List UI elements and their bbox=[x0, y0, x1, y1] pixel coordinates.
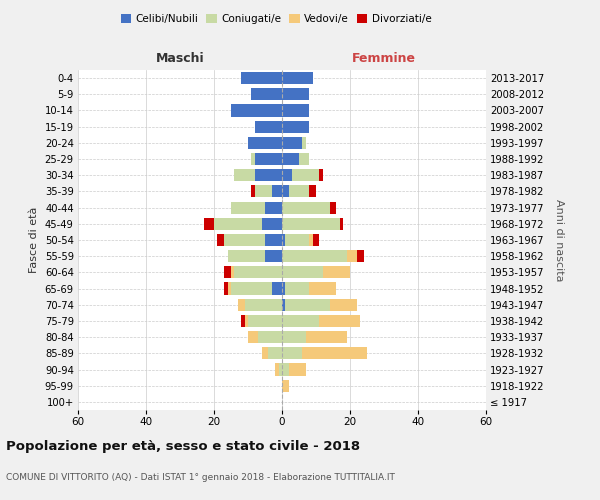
Bar bbox=[224, 266, 231, 278]
Bar bbox=[282, 250, 347, 262]
Bar bbox=[282, 202, 329, 213]
Bar bbox=[258, 331, 282, 343]
Bar bbox=[282, 88, 309, 101]
Bar bbox=[224, 282, 227, 294]
Bar bbox=[292, 169, 319, 181]
Bar bbox=[248, 315, 282, 327]
Bar bbox=[289, 186, 309, 198]
Bar bbox=[282, 348, 302, 360]
Bar bbox=[306, 331, 347, 343]
Bar bbox=[278, 364, 282, 376]
Bar bbox=[227, 250, 265, 262]
Bar bbox=[255, 120, 282, 132]
Bar bbox=[282, 72, 313, 84]
Bar bbox=[282, 186, 289, 198]
Bar bbox=[251, 88, 282, 101]
Bar bbox=[282, 104, 309, 117]
Bar bbox=[235, 169, 255, 181]
Bar bbox=[255, 186, 272, 198]
Bar bbox=[217, 234, 224, 246]
Bar bbox=[309, 186, 316, 198]
Bar bbox=[282, 169, 292, 181]
Bar bbox=[282, 298, 286, 311]
Bar bbox=[329, 298, 357, 311]
Bar bbox=[235, 266, 282, 278]
Bar bbox=[282, 137, 302, 149]
Bar bbox=[272, 186, 282, 198]
Bar bbox=[275, 364, 278, 376]
Bar bbox=[286, 282, 309, 294]
Bar bbox=[262, 218, 282, 230]
Bar bbox=[231, 266, 235, 278]
Bar bbox=[265, 234, 282, 246]
Bar bbox=[272, 282, 282, 294]
Bar bbox=[340, 218, 343, 230]
Bar bbox=[347, 250, 357, 262]
Bar bbox=[309, 282, 337, 294]
Bar bbox=[357, 250, 364, 262]
Bar bbox=[214, 218, 262, 230]
Bar bbox=[282, 120, 309, 132]
Bar bbox=[255, 169, 282, 181]
Text: Maschi: Maschi bbox=[155, 52, 205, 65]
Bar bbox=[238, 298, 245, 311]
Bar bbox=[313, 234, 319, 246]
Bar bbox=[282, 153, 299, 165]
Text: Femmine: Femmine bbox=[352, 52, 416, 65]
Bar bbox=[251, 186, 255, 198]
Bar bbox=[289, 364, 306, 376]
Bar bbox=[231, 282, 272, 294]
Bar bbox=[282, 218, 340, 230]
Bar bbox=[282, 364, 289, 376]
Bar bbox=[231, 202, 265, 213]
Legend: Celibi/Nubili, Coniugati/e, Vedovi/e, Divorziati/e: Celibi/Nubili, Coniugati/e, Vedovi/e, Di… bbox=[116, 10, 436, 29]
Bar bbox=[245, 298, 282, 311]
Bar bbox=[227, 282, 231, 294]
Bar bbox=[251, 153, 255, 165]
Bar bbox=[319, 169, 323, 181]
Y-axis label: Fasce di età: Fasce di età bbox=[29, 207, 39, 273]
Bar bbox=[282, 331, 306, 343]
Bar bbox=[282, 266, 323, 278]
Bar bbox=[282, 315, 319, 327]
Bar bbox=[224, 234, 265, 246]
Bar bbox=[286, 234, 309, 246]
Bar bbox=[265, 202, 282, 213]
Bar bbox=[323, 266, 350, 278]
Bar bbox=[265, 250, 282, 262]
Bar bbox=[329, 202, 337, 213]
Bar bbox=[245, 315, 248, 327]
Y-axis label: Anni di nascita: Anni di nascita bbox=[554, 198, 564, 281]
Bar bbox=[204, 218, 214, 230]
Bar bbox=[231, 104, 282, 117]
Bar bbox=[302, 137, 306, 149]
Bar bbox=[302, 348, 367, 360]
Bar bbox=[255, 153, 282, 165]
Bar bbox=[299, 153, 309, 165]
Bar bbox=[282, 380, 289, 392]
Bar bbox=[282, 234, 286, 246]
Bar bbox=[262, 348, 268, 360]
Bar bbox=[268, 348, 282, 360]
Text: COMUNE DI VITTORITO (AQ) - Dati ISTAT 1° gennaio 2018 - Elaborazione TUTTITALIA.: COMUNE DI VITTORITO (AQ) - Dati ISTAT 1°… bbox=[6, 473, 395, 482]
Bar bbox=[286, 298, 329, 311]
Bar bbox=[241, 315, 245, 327]
Bar bbox=[248, 331, 258, 343]
Bar bbox=[282, 282, 286, 294]
Text: Popolazione per età, sesso e stato civile - 2018: Popolazione per età, sesso e stato civil… bbox=[6, 440, 360, 453]
Bar bbox=[309, 234, 313, 246]
Bar bbox=[248, 137, 282, 149]
Bar bbox=[319, 315, 360, 327]
Bar bbox=[241, 72, 282, 84]
